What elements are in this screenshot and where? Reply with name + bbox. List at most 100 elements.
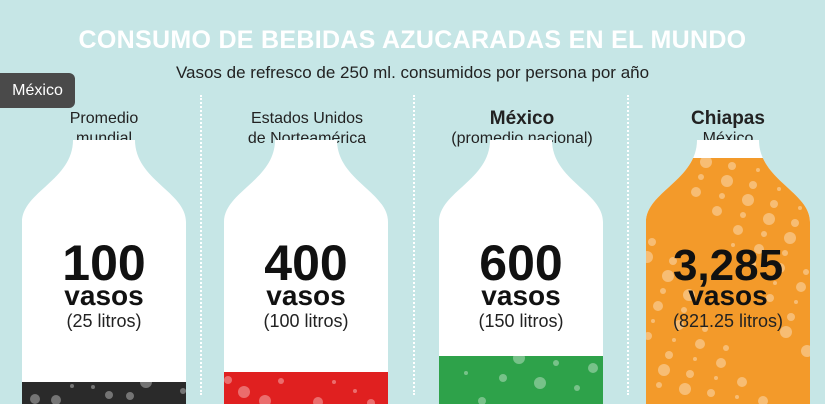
bubble [669,257,677,265]
bubble [707,389,715,397]
bubble [674,320,684,330]
bubble [683,289,695,301]
bubble [646,251,653,263]
chart-subtitle: Vasos de refresco de 250 ml. consumidos … [175,63,650,82]
bar-liters-label: (150 litros) [478,311,563,331]
bubble [691,187,701,197]
bubble [735,395,739,399]
bubble [782,250,788,256]
bubble [773,281,777,285]
bubble [513,352,525,364]
bubble [784,232,796,244]
bar-unit-label: vasos [266,280,345,311]
bubble [105,391,113,399]
bubble [665,351,673,359]
bubble [658,364,670,376]
bubble [721,175,733,187]
bar-label-main: Promedio [69,110,139,127]
bar-liters-label: (100 litros) [263,311,348,331]
bubble [553,360,559,366]
bubble [702,326,708,332]
bubble [574,385,580,391]
bar-label-mexico: México (promedio nacional) [422,109,622,149]
bubble [259,395,271,404]
bubble [499,374,507,382]
bar-fill [22,382,186,404]
bubble [698,174,704,180]
bubble [693,357,697,361]
bubble [677,155,683,161]
location-tag[interactable]: México [0,73,75,108]
bar-unit-label: vasos [688,280,767,311]
bubble [761,231,767,237]
bubble [656,382,662,388]
bubble [651,319,655,323]
bubble [464,371,468,375]
bar-value-label: 3,285 [673,241,783,290]
bubble [140,376,152,388]
bubble [332,380,336,384]
bar-fill [439,356,603,404]
bubble [791,219,799,227]
bubble [278,378,284,384]
column-divider [200,95,202,395]
bubble [787,313,795,321]
bubble [719,193,725,199]
bubble [752,262,756,266]
bubble [353,389,357,393]
bubble [796,282,806,292]
bubble [737,377,747,387]
bubble [723,345,729,351]
bar-label-sub: (promedio nacional) [451,130,593,147]
bubble [646,332,652,340]
bubble [30,394,40,404]
bubble [754,244,764,254]
bar-label-main: Chiapas [691,108,765,129]
bubble [51,395,61,404]
bubble [588,363,598,373]
bubble [91,385,95,389]
bubble [801,345,810,357]
bubble [660,288,666,294]
bubble [224,376,232,384]
bubble [714,376,718,380]
bubble [662,270,674,282]
column-divider [413,95,415,395]
bubble [679,383,691,395]
bubble [733,225,743,235]
bubble [794,300,798,304]
bubble [126,392,134,400]
bar-fill [224,372,388,404]
bar-label-main: México [489,108,555,129]
bubble [731,243,735,247]
bubble [763,213,775,225]
bar-value-label: 600 [479,235,562,291]
bottle-shape [22,140,186,404]
column-divider [627,95,629,395]
bubble [798,206,802,210]
bar-label-main: Estados Unidos [250,110,364,127]
bubble [756,168,760,172]
bubble [740,212,746,218]
bubble [728,162,736,170]
bubble [686,370,694,378]
bubble [653,301,663,311]
bar-liters-label: (25 litros) [66,311,141,331]
bubble [648,238,656,246]
chart-title: CONSUMO DE BEBIDAS AZUCARADAS EN EL MUND… [78,26,747,54]
bubble [716,358,726,368]
bottle-shape [439,140,603,404]
bubble [700,156,712,168]
bubble [238,386,250,398]
bubble [672,338,676,342]
bubble [534,377,546,389]
bar-liters-label: (821.25 litros) [673,311,783,331]
bubble [777,187,781,191]
bubble [180,388,186,394]
bubble [770,200,778,208]
bubble [367,399,375,404]
